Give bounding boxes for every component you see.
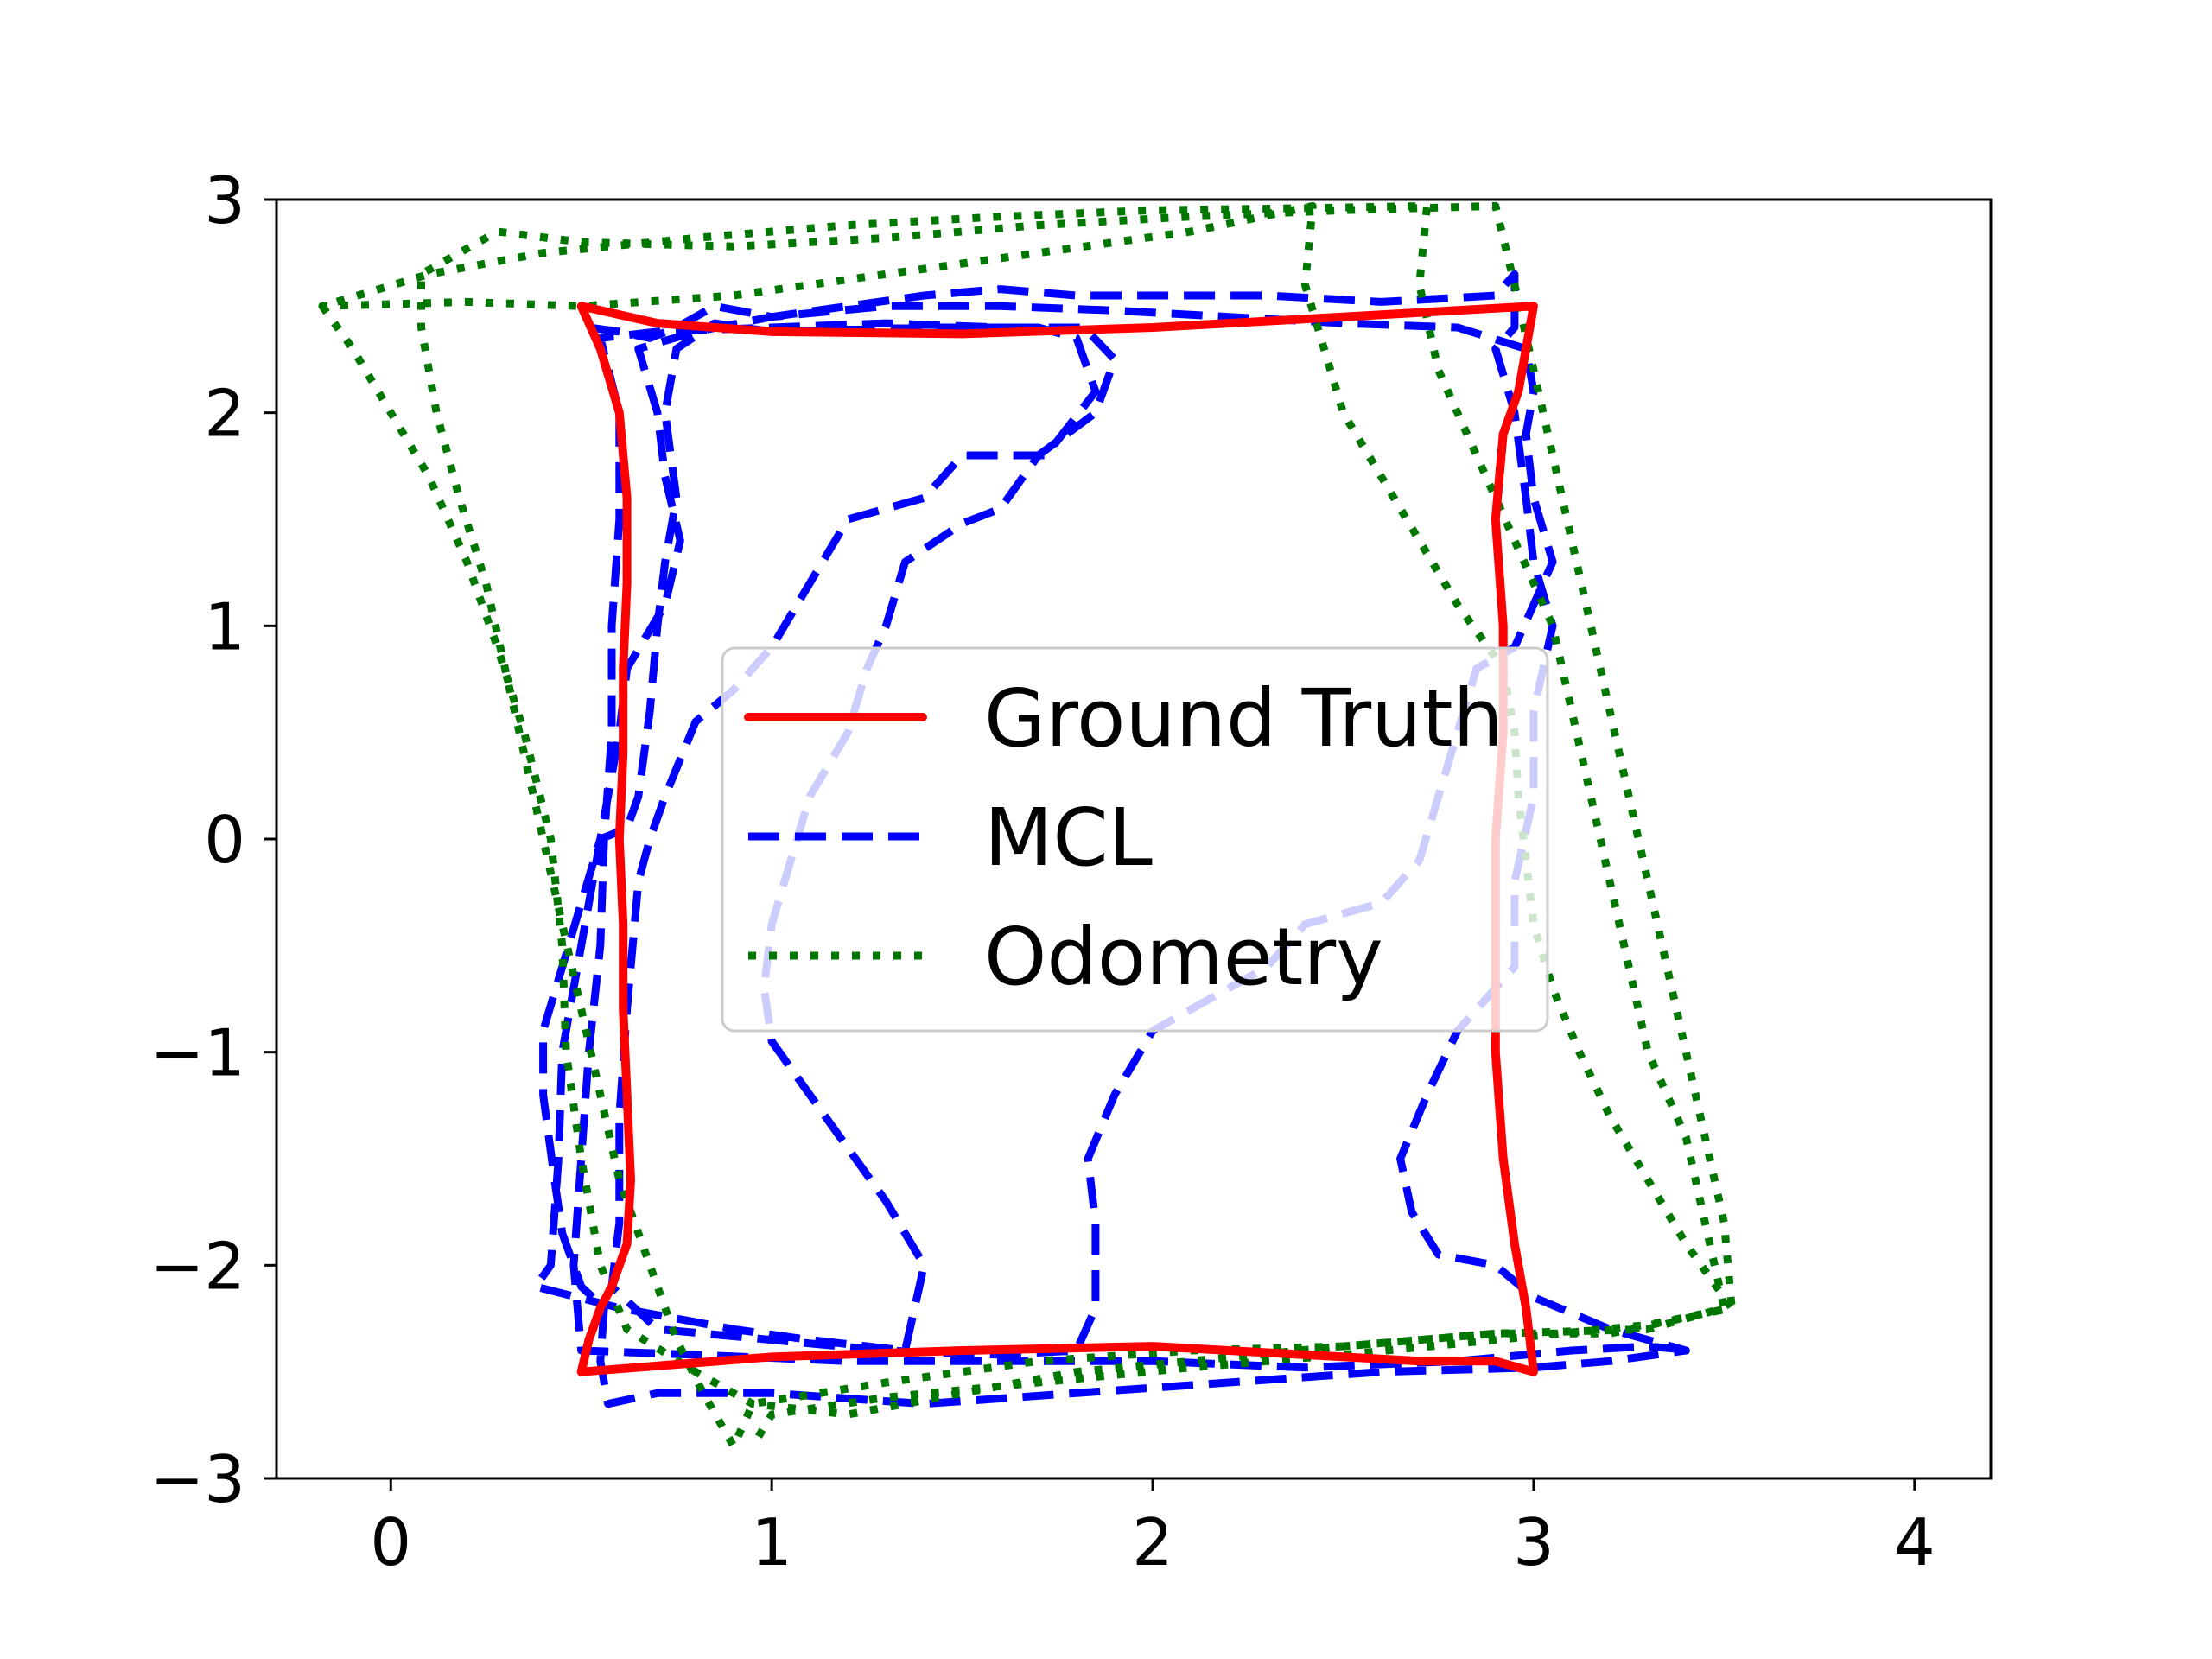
- x-tick-label: 4: [1894, 1504, 1936, 1580]
- y-tick-label: −2: [149, 1228, 245, 1304]
- x-tick-label: 1: [751, 1504, 792, 1580]
- x-tick-label: 2: [1132, 1504, 1173, 1580]
- y-axis: 3 2 1 0 −1 −2 −3: [149, 162, 276, 1517]
- x-tick-label: 3: [1513, 1504, 1554, 1580]
- y-tick-label: 2: [204, 376, 245, 452]
- series-line-ground-truth: [576, 302, 1538, 1376]
- y-tick-label: 0: [204, 802, 245, 878]
- series-layer: [318, 201, 1736, 1451]
- series-line-mcl: [531, 270, 1694, 1408]
- series-line-odometry: [318, 201, 1736, 1451]
- y-tick-label: 1: [204, 588, 245, 664]
- y-tick-label: −1: [149, 1015, 245, 1091]
- y-tick-label: 3: [204, 162, 245, 238]
- legend-box: [721, 646, 1549, 1033]
- y-tick-label: −3: [149, 1441, 245, 1517]
- legend-label: MCL: [984, 791, 1153, 884]
- legend-label: Odometry: [984, 911, 1383, 1003]
- x-tick-label: 0: [370, 1504, 411, 1580]
- legend-label: Ground Truth: [984, 672, 1503, 765]
- legend: Ground Truth MCL Odometry: [721, 646, 1549, 1033]
- x-axis: 0 1 2 3 4: [370, 1478, 1936, 1580]
